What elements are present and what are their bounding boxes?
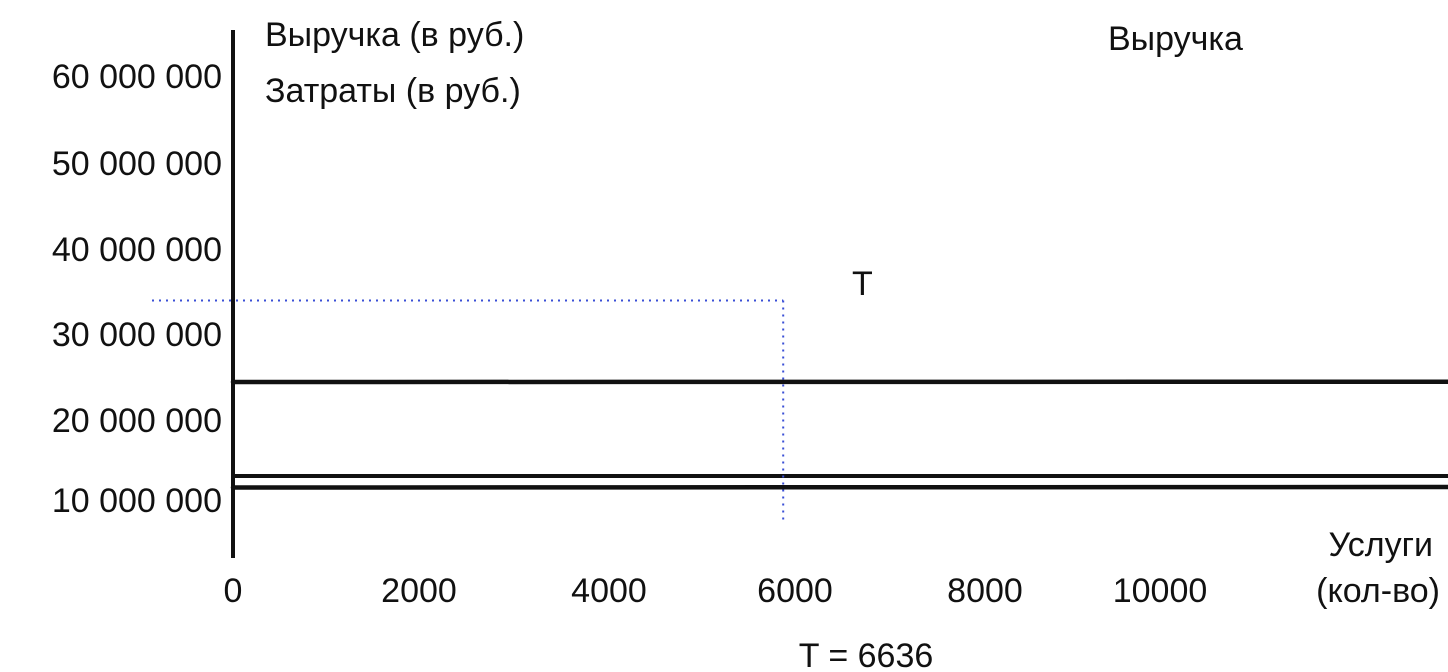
x-tick-label: 2000 (381, 572, 457, 610)
axes (231, 30, 1448, 558)
x-tick-label: 4000 (571, 572, 647, 610)
break-even-caption: T = 6636 (799, 637, 934, 672)
y-axis-label-line-2: Затраты (в руб.) (265, 72, 521, 110)
y-tick-label: 60 000 000 (52, 58, 222, 96)
y-tick-label: 40 000 000 (52, 231, 222, 269)
x-tick-label: 10000 (1113, 572, 1208, 610)
y-axis-label: Выручка (в руб.) Затраты (в руб.) (265, 16, 524, 110)
x-axis-label: Услуги (кол-во) (1316, 526, 1440, 610)
y-tick-label: 20 000 000 (52, 402, 222, 440)
break-even-guides (152, 299, 785, 520)
y-tick-label: 30 000 000 (52, 316, 222, 354)
x-tick-label: 0 (224, 572, 243, 610)
x-tick-label: 6000 (757, 572, 833, 610)
x-axis-label-line-2: (кол-во) (1316, 572, 1440, 610)
x-tick-labels: 0 2000 4000 6000 8000 10000 (224, 572, 1208, 610)
break-even-point-label: T (852, 265, 873, 303)
x-tick-label: 8000 (947, 572, 1023, 610)
y-tick-label: 50 000 000 (52, 145, 222, 183)
x-axis-label-line-1: Услуги (1328, 526, 1433, 564)
cost-line (230, 379, 1448, 385)
y-tick-label: 10 000 000 (52, 482, 222, 520)
y-axis-label-line-1: Выручка (в руб.) (265, 16, 524, 54)
y-tick-labels: 60 000 000 50 000 000 40 000 000 30 000 … (52, 58, 222, 520)
revenue-line-label: Выручка (1108, 20, 1243, 58)
